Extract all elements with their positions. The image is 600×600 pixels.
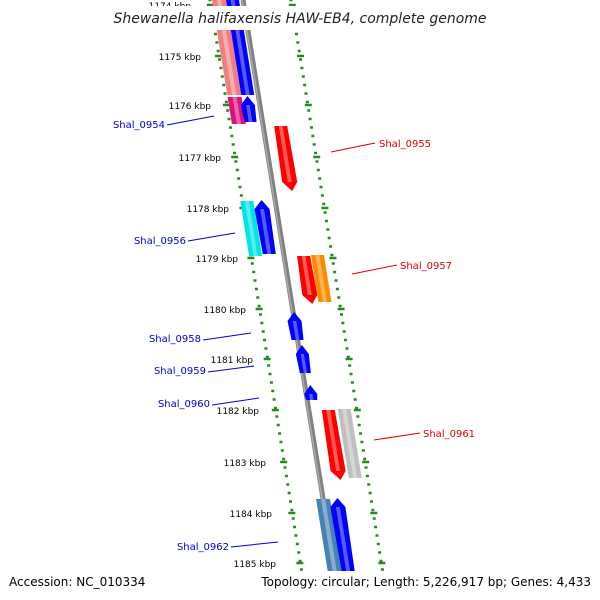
title-background (100, 6, 500, 30)
leader-shal-0958 (202, 332, 252, 341)
gene-block-orange-0957-highlight (315, 255, 327, 302)
gene-label-shal-0961[interactable]: Shal_0961 (423, 429, 475, 440)
gene-block-cyan-highlight (244, 201, 258, 256)
gene-labels: Shal_0954 Shal_0955 Shal_0956 Shal_0957 … (113, 120, 475, 553)
tick-label-1177: 1177 kbp (179, 154, 222, 164)
tick-label-1178: 1178 kbp (187, 205, 230, 215)
tick-label-1179: 1179 kbp (196, 255, 239, 265)
gene-arrow-shal-0955-highlight (278, 126, 292, 182)
leader-shal-0962 (230, 541, 279, 548)
gene-arrow-shal-0954-highlight (246, 105, 253, 122)
gene-label-shal-0954[interactable]: Shal_0954 (113, 120, 165, 131)
gene-label-shal-0962[interactable]: Shal_0962 (177, 542, 229, 553)
gene-arrow-shal-0958-highlight (292, 321, 300, 340)
tick-label-1175: 1175 kbp (159, 53, 202, 63)
leader-shal-0954 (166, 115, 215, 126)
leader-shal-0956 (187, 232, 236, 242)
gene-arrow-shal-0959-highlight (300, 354, 308, 373)
leader-shal-0959 (207, 365, 255, 373)
gene-arrow-shal-0960-highlight (309, 394, 314, 400)
gene-arrow-shal-0956-highlight (260, 209, 272, 254)
accession-text: Accession: NC_010334 (9, 575, 145, 589)
gene-arrow-shal-0960 (304, 385, 318, 400)
tick-label-1176: 1176 kbp (169, 102, 212, 112)
tick-label-1182: 1182 kbp (217, 407, 260, 417)
gene-label-shal-0959[interactable]: Shal_0959 (154, 366, 206, 377)
tick-label-1181: 1181 kbp (211, 356, 254, 366)
gene-label-shal-0960[interactable]: Shal_0960 (158, 399, 210, 410)
gene-label-shal-0955[interactable]: Shal_0955 (379, 139, 431, 150)
tick-label-1180: 1180 kbp (204, 306, 247, 316)
gene-block-magenta-highlight (232, 97, 242, 124)
label-leaders (166, 115, 421, 548)
gene-arrow-red-0957-highlight (301, 256, 312, 295)
gene-label-shal-0956[interactable]: Shal_0956 (134, 236, 186, 247)
tick-label-1183: 1183 kbp (224, 459, 267, 469)
gene-label-shal-0957[interactable]: Shal_0957 (400, 261, 452, 272)
gene-block-steelblue-highlight (320, 499, 338, 575)
gene-block-grey-0961-highlight (342, 409, 358, 478)
leader-shal-0961 (373, 432, 421, 441)
leader-shal-0960 (211, 397, 260, 406)
tick-label-1185: 1185 kbp (234, 560, 277, 570)
tick-label-1184: 1184 kbp (230, 510, 273, 520)
footer-background (0, 571, 600, 600)
leader-shal-0957 (351, 264, 398, 275)
leader-shal-0955 (330, 142, 376, 153)
gene-label-shal-0958[interactable]: Shal_0958 (149, 334, 201, 345)
tick-labels: 1174 kbp 1175 kbp 1176 kbp 1177 kbp 1178… (149, 2, 277, 570)
gene-arrow-shal-0962-highlight (335, 507, 351, 575)
gene-arrow-red-0961-highlight (326, 410, 341, 471)
summary-text: Topology: circular; Length: 5,226,917 bp… (260, 575, 591, 589)
map-title: Shewanella halifaxensis HAW-EB4, complet… (113, 11, 486, 27)
